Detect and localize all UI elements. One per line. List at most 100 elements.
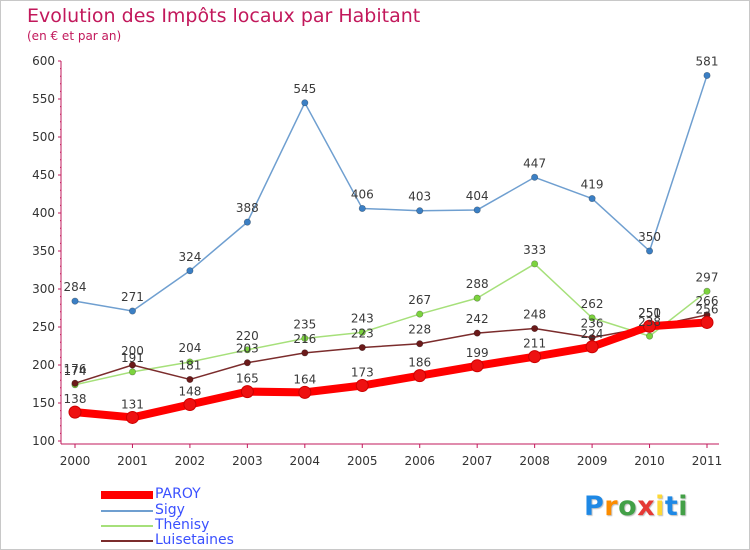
chart-title: Evolution des Impôts locaux par Habitant	[27, 5, 421, 27]
data-label: 419	[581, 178, 604, 192]
x-tick-label: 2007	[462, 454, 493, 468]
data-point	[588, 314, 596, 322]
data-label: 271	[121, 290, 144, 304]
logo-letter: r	[604, 491, 619, 522]
x-tick-label: 2002	[175, 454, 206, 468]
legend-label-thenisy: Thénisy	[155, 517, 210, 533]
data-label: 223	[351, 327, 374, 341]
data-label: 250	[638, 306, 661, 320]
y-tick-label: 100	[32, 434, 55, 448]
data-label: 256	[696, 302, 719, 316]
data-label: 404	[466, 189, 489, 203]
series-line-luisetaines	[74, 314, 708, 384]
data-point	[470, 359, 484, 373]
logo-letter: t	[664, 491, 679, 522]
data-label: 447	[523, 156, 546, 170]
data-point	[240, 385, 254, 399]
logo-letter: x	[637, 491, 656, 522]
data-label: 176	[64, 362, 87, 376]
x-tick-label: 2008	[519, 454, 550, 468]
data-label: 251	[638, 306, 661, 320]
data-label: 211	[523, 337, 546, 351]
x-tick-label: 2004	[290, 454, 321, 468]
legend-swatch-sigy	[101, 510, 153, 512]
data-label: 324	[178, 250, 201, 264]
data-point	[183, 398, 197, 412]
data-label: 203	[236, 342, 259, 356]
data-point	[186, 267, 194, 275]
data-label: 191	[121, 351, 144, 365]
data-label: 284	[64, 280, 87, 294]
data-point	[588, 195, 596, 203]
series-line-thénisy	[74, 263, 708, 386]
data-point	[186, 358, 194, 366]
data-point	[531, 260, 539, 268]
x-tick-label: 2000	[60, 454, 91, 468]
data-point	[301, 349, 309, 357]
data-label: 266	[696, 294, 719, 308]
y-tick-label: 550	[32, 92, 55, 106]
data-point	[703, 71, 711, 79]
data-point	[703, 287, 711, 295]
legend-label-paroy: PAROY	[155, 486, 201, 502]
proxiti-logo: Proxiti	[584, 491, 688, 522]
logo-letter: i	[678, 491, 689, 522]
data-label: 148	[178, 385, 201, 399]
data-point	[416, 310, 424, 318]
data-label: 267	[408, 293, 431, 307]
logo-letter: P	[584, 491, 605, 522]
logo-letter: o	[618, 491, 638, 522]
legend-swatch-thenisy	[101, 525, 153, 527]
data-point	[128, 368, 136, 376]
data-point	[473, 329, 481, 337]
data-point	[528, 350, 542, 364]
data-point	[301, 334, 309, 342]
x-tick-label: 2001	[117, 454, 148, 468]
data-label: 333	[523, 243, 546, 257]
data-label: 164	[293, 372, 316, 386]
data-label: 220	[236, 329, 259, 343]
y-tick-label: 400	[32, 206, 55, 220]
data-point	[243, 359, 251, 367]
data-label: 181	[178, 358, 201, 372]
data-point	[416, 340, 424, 348]
y-tick-label: 200	[32, 358, 55, 372]
data-point	[68, 405, 82, 419]
data-label: 262	[581, 297, 604, 311]
data-point	[700, 315, 714, 329]
data-point	[298, 385, 312, 399]
logo-letter: i	[655, 491, 665, 522]
data-label: 186	[408, 356, 431, 370]
data-label: 165	[236, 372, 259, 386]
data-point	[646, 247, 654, 255]
data-label: 138	[64, 392, 87, 406]
data-label: 173	[351, 366, 374, 380]
data-point	[358, 328, 366, 336]
data-label: 350	[638, 230, 661, 244]
data-label: 200	[121, 344, 144, 358]
data-point	[71, 297, 79, 305]
data-point	[358, 344, 366, 352]
data-point	[128, 361, 136, 369]
data-point	[71, 379, 79, 387]
data-point	[128, 307, 136, 315]
data-point	[473, 294, 481, 302]
data-label: 204	[178, 341, 201, 355]
y-tick-label: 500	[32, 130, 55, 144]
data-point	[531, 325, 539, 333]
data-label: 224	[581, 327, 604, 341]
data-label: 131	[121, 397, 144, 411]
y-tick-label: 450	[32, 168, 55, 182]
data-point	[125, 410, 139, 424]
data-point	[301, 99, 309, 107]
data-point	[186, 375, 194, 383]
data-label: 235	[293, 317, 316, 331]
x-tick-label: 2005	[347, 454, 378, 468]
data-point	[416, 207, 424, 215]
data-label: 216	[293, 332, 316, 346]
data-point	[646, 332, 654, 340]
series-line-sigy	[74, 74, 708, 312]
data-label: 238	[638, 315, 661, 329]
data-point	[243, 218, 251, 226]
